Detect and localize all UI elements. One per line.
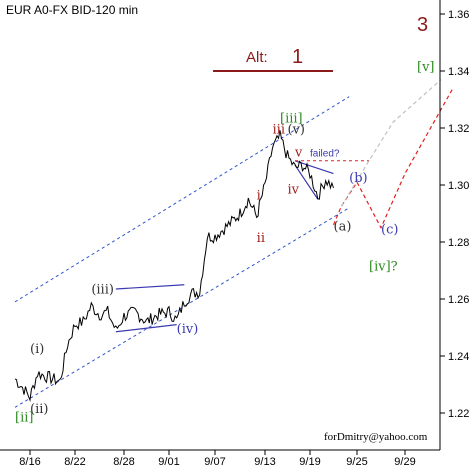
wave-label: v (294, 146, 303, 161)
wave-label: [iv]? (369, 260, 398, 275)
wave-label: ii (257, 231, 265, 246)
wave-label: (iii) (91, 282, 114, 297)
wave-label: iv (288, 183, 300, 198)
x-tick-label: 9/25 (346, 456, 367, 466)
credit-text: forDmitry@yahoo.com (324, 431, 428, 443)
wave-label: (a) (334, 220, 352, 235)
wave-label: [iii] (280, 111, 303, 126)
wave-label: (ii) (30, 402, 48, 417)
y-tick-label: 1.26 (448, 294, 469, 306)
x-tick-label: 8/22 (64, 456, 85, 466)
x-tick-label: 8/28 (113, 456, 134, 466)
triangle-1-upper-line (115, 284, 185, 290)
y-tick-label: 1.36 (448, 9, 469, 21)
x-tick-label: 9/19 (299, 456, 320, 466)
y-tick-label: 1.32 (448, 123, 469, 135)
wave-label: (v) (288, 123, 306, 138)
annotation-layer: [ii](ii)(i)(iii)(iv)iii[iii]iii (v)v faile… (15, 14, 435, 425)
chart-title: EUR A0-FX BID-120 min (6, 3, 138, 17)
y-tick-label: 1.24 (448, 351, 469, 363)
x-tick-label: 9/29 (394, 456, 415, 466)
y-tick-label: 1.30 (448, 180, 469, 192)
wave-label: failed? (310, 149, 340, 160)
wave-label: 3 (417, 14, 428, 36)
alt-number: 1 (292, 46, 303, 68)
price-series-line (14, 130, 334, 403)
alt-prefix: Alt: (246, 49, 268, 66)
wave-label: iii (273, 123, 285, 138)
wave-label: (i) (30, 342, 44, 357)
price-layer (14, 130, 334, 403)
channel-line-upper (14, 96, 350, 303)
wave-label: [v] (417, 60, 435, 75)
x-tick-label: 8/16 (19, 456, 40, 466)
wave-label: (c) (381, 222, 398, 237)
y-tick-label: 1.34 (448, 66, 469, 78)
wave-label: [ii] (15, 411, 33, 426)
triangle-2-lower-line (294, 164, 319, 200)
x-tick-label: 9/07 (204, 456, 225, 466)
x-tick-label: 9/01 (158, 456, 179, 466)
triangle-1-lower-line (115, 324, 177, 333)
wave-label: i (257, 188, 261, 203)
x-tick-label: 9/13 (254, 456, 275, 466)
projection-line-1 (332, 87, 454, 230)
wave-label: (iv) (177, 322, 199, 337)
wave-label: (b) (349, 171, 367, 186)
y-tick-label: 1.28 (448, 237, 469, 249)
y-tick-label: 1.22 (448, 408, 469, 420)
